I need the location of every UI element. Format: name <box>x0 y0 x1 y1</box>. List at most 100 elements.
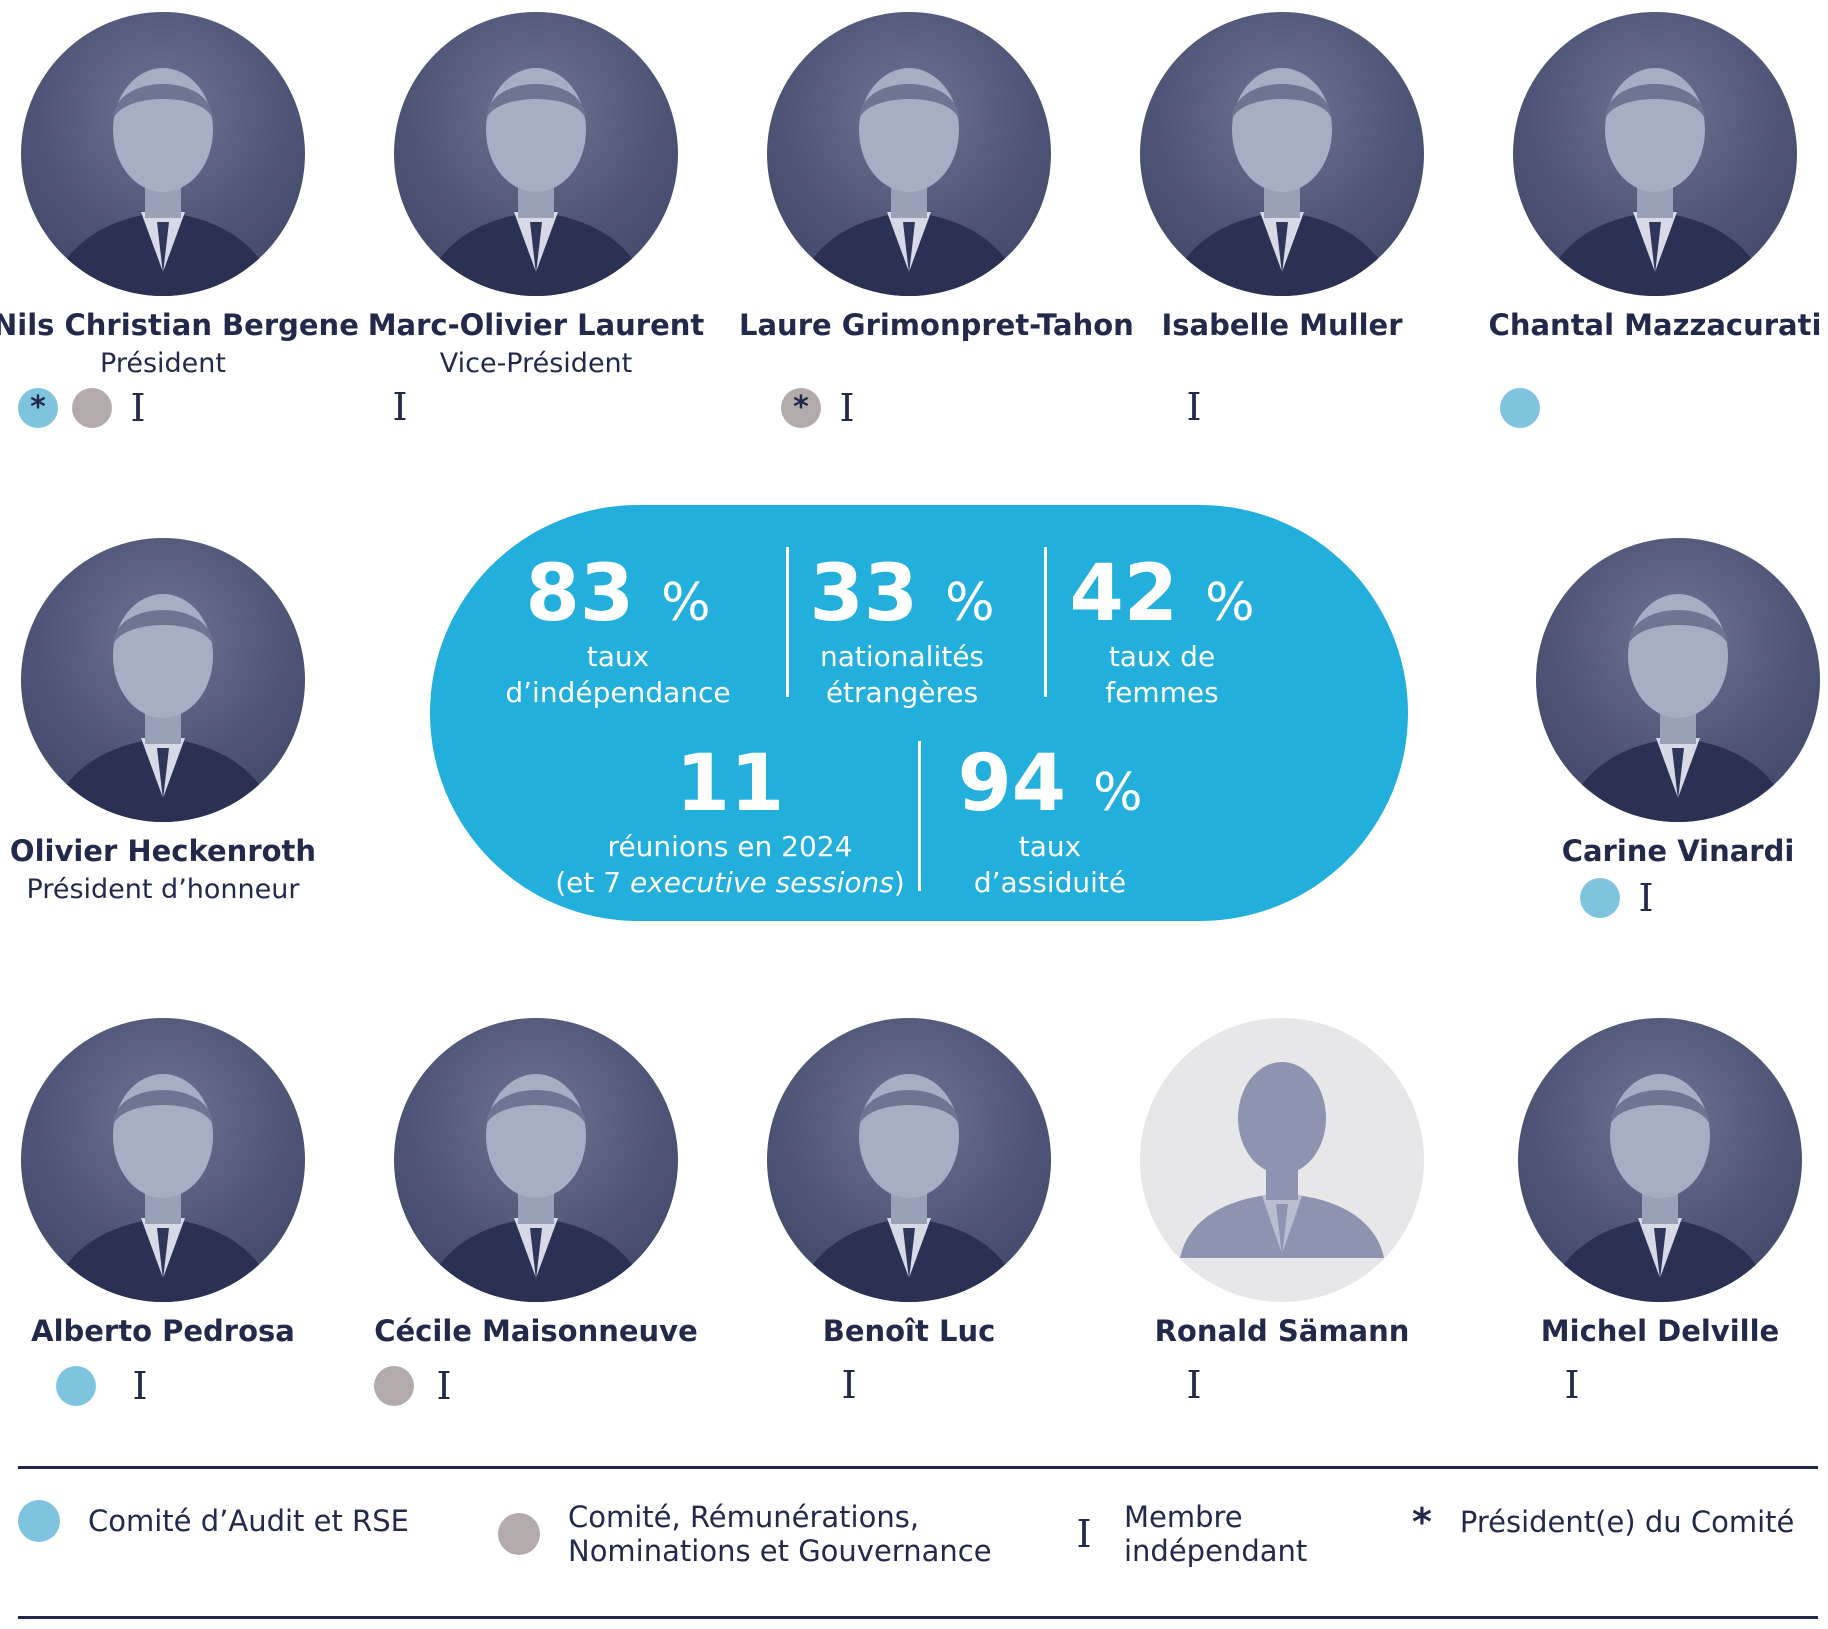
stat-label: d’indépendance <box>505 676 731 709</box>
independent-member-icon: I <box>1186 385 1202 429</box>
legend-item-chair: * Président(e) du Comité <box>1412 1500 1794 1544</box>
member-card: Cécile Maisonneuve <box>366 1018 706 1348</box>
member-badges: I <box>388 388 412 426</box>
independent-member-icon: I <box>132 1364 148 1408</box>
stat-attendance: 94 % taux d’assiduité <box>930 745 1170 901</box>
member-name: Cécile Maisonneuve <box>374 1314 698 1348</box>
member-card: Ronald Sämann <box>1112 1018 1452 1348</box>
audit-committee-icon <box>18 1500 60 1542</box>
member-badges: I <box>837 1366 861 1404</box>
legend-item-remuneration: Comité, Rémunérations, Nominations et Go… <box>498 1500 992 1568</box>
stat-label: femmes <box>1105 676 1219 709</box>
independent-member-icon: I <box>1076 1512 1092 1556</box>
member-card: Olivier Heckenroth Président d’honneur <box>0 538 333 905</box>
stat-label: (et 7 executive sessions) <box>555 866 905 899</box>
stat-meetings: 11 réunions en 2024 (et 7 executive sess… <box>550 745 910 901</box>
member-name: Isabelle Muller <box>1161 308 1403 342</box>
remuneration-committee-icon <box>72 388 112 428</box>
member-card: Michel Delville <box>1490 1018 1828 1348</box>
stat-value: 11 <box>675 739 785 829</box>
member-name: Marc-Olivier Laurent <box>367 308 705 342</box>
remuneration-committee-icon <box>374 1366 414 1406</box>
member-name: Benoît Luc <box>822 1314 996 1348</box>
member-badges <box>1500 388 1540 428</box>
audit-committee-icon <box>1580 878 1620 918</box>
stat-label: nationalités <box>819 640 985 673</box>
remuneration-committee-chair-icon: * <box>781 388 821 428</box>
member-name: Alberto Pedrosa <box>31 1314 295 1348</box>
member-badges: I <box>1560 1366 1584 1404</box>
member-badges: I <box>1182 388 1206 426</box>
independent-member-icon: I <box>392 385 408 429</box>
stat-value: 42 <box>1069 549 1178 639</box>
legend-label: Comité d’Audit et RSE <box>88 1504 409 1538</box>
stat-women: 42 % taux de femmes <box>1062 555 1262 711</box>
member-photo <box>21 1018 305 1302</box>
member-card: Alberto Pedrosa <box>0 1018 333 1348</box>
stat-label: réunions en 2024 <box>607 830 853 863</box>
stat-value: 83 <box>525 549 634 639</box>
member-name: Laure Grimonpret-Tahon <box>739 308 1134 342</box>
audit-committee-chair-icon: * <box>18 388 58 428</box>
stat-foreign: 33 % nationalités étrangères <box>802 555 1002 711</box>
stat-divider <box>786 547 789 697</box>
member-role: Président d’honneur <box>26 874 300 905</box>
member-card: Chantal Mazzacurati <box>1485 12 1825 348</box>
stat-label: d’assiduité <box>973 866 1127 899</box>
stat-unit: % <box>1093 763 1143 823</box>
member-role: Vice-Président <box>439 348 633 379</box>
member-card: Benoît Luc <box>739 1018 1079 1348</box>
legend-top-divider <box>18 1466 1818 1469</box>
member-badges: * I <box>18 388 150 428</box>
stat-label: taux <box>1018 830 1082 863</box>
stat-value: 94 <box>957 739 1066 829</box>
member-name: Carine Vinardi <box>1561 834 1795 868</box>
person-silhouette-icon <box>1180 1062 1384 1258</box>
member-badges: I <box>56 1366 152 1406</box>
member-photo <box>21 12 305 296</box>
independent-member-icon: I <box>841 1363 857 1407</box>
member-name: Olivier Heckenroth <box>9 834 317 868</box>
member-photo <box>1140 12 1424 296</box>
legend-label: Président(e) du Comité <box>1459 1505 1795 1539</box>
stat-unit: % <box>945 573 995 633</box>
member-card: Laure Grimonpret-Tahon <box>739 12 1134 348</box>
member-badges: * I <box>781 388 859 428</box>
member-card: Carine Vinardi <box>1508 538 1828 868</box>
member-photo <box>1513 12 1797 296</box>
member-badges: I <box>1580 878 1658 918</box>
legend-bottom-divider <box>18 1616 1818 1619</box>
member-card: Marc-Olivier Laurent Vice-Président <box>366 12 706 379</box>
member-name: Michel Delville <box>1540 1314 1780 1348</box>
independent-member-icon: I <box>1564 1363 1580 1407</box>
stat-value: 33 <box>809 549 918 639</box>
stat-unit: % <box>1205 573 1255 633</box>
legend-label: Membre indépendant <box>1124 1500 1308 1568</box>
member-name: Nils Christian Bergene <box>0 308 359 342</box>
stat-label: taux <box>586 640 650 673</box>
independent-member-icon: I <box>839 386 855 430</box>
stat-divider <box>1044 547 1047 697</box>
stat-divider <box>918 741 921 891</box>
member-photo-placeholder <box>1140 1018 1424 1302</box>
member-card: Nils Christian Bergene Président <box>0 12 359 379</box>
legend-item-audit: Comité d’Audit et RSE <box>18 1500 409 1542</box>
member-card: Isabelle Muller <box>1112 12 1452 348</box>
legend-item-independent: I Membre indépendant <box>1072 1500 1307 1568</box>
member-photo <box>21 538 305 822</box>
stat-unit: % <box>661 573 711 633</box>
member-badges: I <box>1182 1366 1206 1404</box>
independent-member-icon: I <box>436 1364 452 1408</box>
committee-chair-icon: * <box>1412 1500 1432 1544</box>
independent-member-icon: I <box>1638 876 1654 920</box>
member-badges: I <box>374 1366 456 1406</box>
audit-committee-icon <box>1500 388 1540 428</box>
board-stats-panel: 83 % taux d’indépendance 33 % nationalit… <box>430 505 1408 921</box>
member-photo <box>394 12 678 296</box>
stat-label: étrangères <box>825 676 979 709</box>
member-photo <box>1536 538 1820 822</box>
member-photo <box>767 1018 1051 1302</box>
remuneration-committee-icon <box>498 1513 540 1555</box>
member-role: Président <box>100 348 226 379</box>
audit-committee-icon <box>56 1366 96 1406</box>
